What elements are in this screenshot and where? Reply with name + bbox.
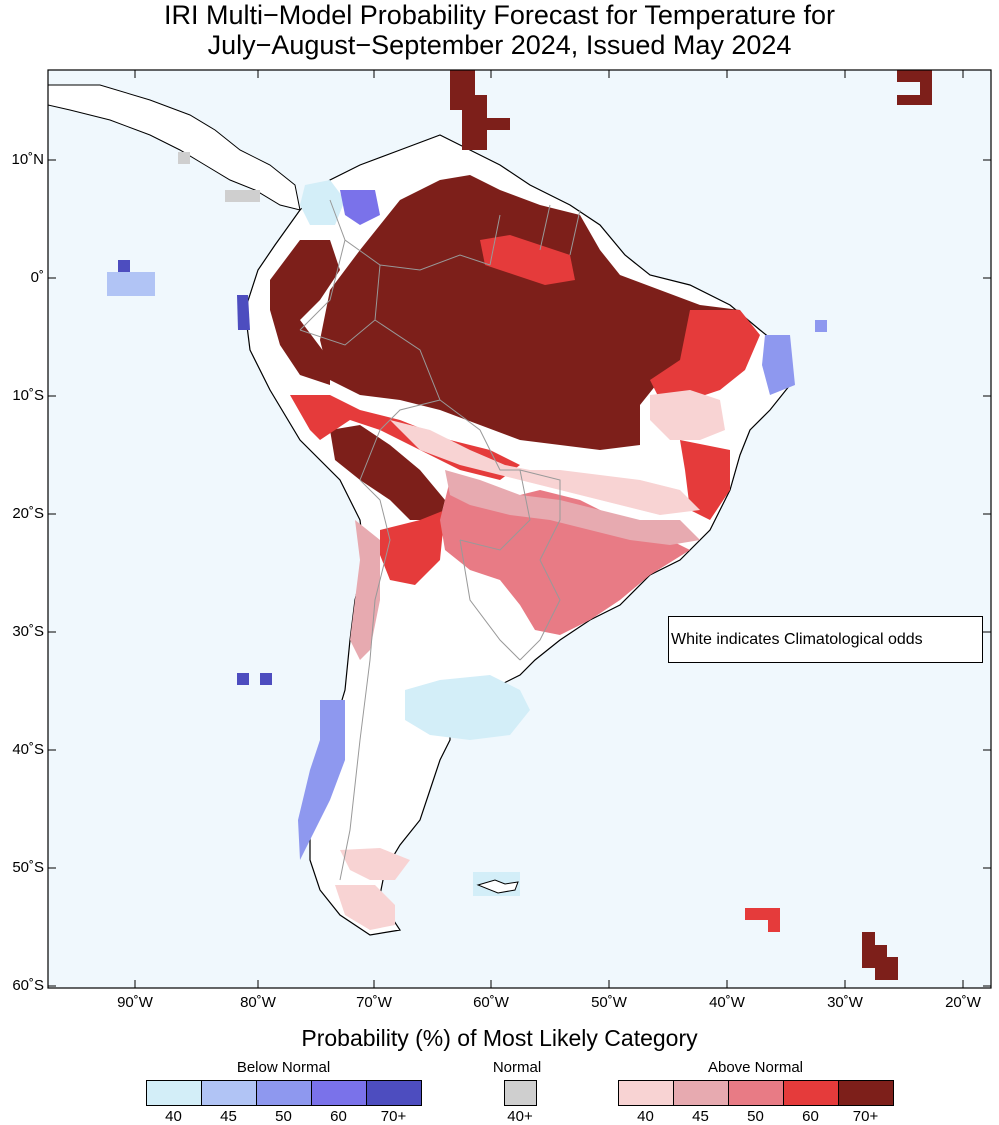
above-40-tierra-region (335, 885, 395, 930)
above-60-southwest-region (380, 510, 445, 585)
central-america-land (48, 84, 301, 211)
above-normal-tick-label: 70+ (852, 1108, 879, 1125)
below-50-brazil-coast-region (762, 335, 795, 395)
longitude-label: 50˚W (591, 994, 627, 1011)
below-normal-tick-label: 50 (275, 1108, 292, 1125)
above-40-patagonia-region (340, 848, 410, 880)
below-normal-swatch (311, 1080, 367, 1106)
above-normal-tick-label: 50 (747, 1108, 764, 1125)
above-70-cape-verde-cells (897, 70, 932, 105)
above-40-pantanal-region (390, 420, 700, 515)
below-70-juan-fernandez-a (237, 673, 249, 685)
longitude-label: 60˚W (473, 994, 509, 1011)
latitude-label: 10˚S (12, 387, 44, 404)
above-normal-swatch (618, 1080, 674, 1106)
above-60-guiana-region (480, 235, 575, 285)
latitude-label: 20˚S (12, 505, 44, 522)
map-title-line-2: July−August−September 2024, Issued May 2… (207, 30, 792, 60)
legend-normal-label: Normal (492, 1059, 542, 1076)
normal-cell-a (225, 190, 260, 202)
axis-ticks (48, 70, 991, 988)
above-70-bolivia-region (330, 425, 445, 520)
longitude-label: 80˚W (240, 994, 276, 1011)
above-normal-swatch (728, 1080, 784, 1106)
map-frame (47, 69, 992, 989)
below-50-atlantic-cell (815, 320, 827, 332)
above-normal-tick-label: 60 (802, 1108, 819, 1125)
above-70-north-region (320, 175, 740, 450)
legend-below-label: Below Normal (236, 1059, 331, 1076)
falklands-outline (476, 879, 519, 894)
below-40-colombia-region (300, 180, 345, 225)
longitude-label: 30˚W (827, 994, 863, 1011)
below-normal-tick-label: 40 (165, 1108, 182, 1125)
latitude-label: 10˚N (11, 151, 44, 168)
map-title-line-1: IRI Multi−Model Probability Forecast for… (163, 0, 836, 30)
above-70-northwest-region (270, 240, 340, 385)
below-70-galapagos-region (118, 260, 130, 272)
normal-tick-label: 40+ (507, 1108, 533, 1125)
latitude-label: 60˚S (12, 977, 44, 994)
latitude-label: 50˚S (12, 859, 44, 876)
latitude-label: 40˚S (12, 741, 44, 758)
above-45-center-region (445, 470, 700, 545)
longitude-label: 20˚W (945, 994, 981, 1011)
climatology-note: White indicates Climatological odds (668, 616, 983, 663)
below-70-pacific-coast-region (237, 295, 250, 330)
below-40-argentina-region (405, 675, 530, 740)
below-normal-swatch (366, 1080, 422, 1106)
above-70-sandwich-cells (862, 932, 898, 980)
normal-cell-b (178, 152, 190, 164)
below-normal-swatch (201, 1080, 257, 1106)
below-normal-swatch (146, 1080, 202, 1106)
above-40-northeast-region (650, 390, 725, 440)
above-60-northeast-region (650, 310, 760, 400)
longitude-label: 90˚W (117, 994, 153, 1011)
longitude-label: 70˚W (356, 994, 392, 1011)
above-70-south-georgia-cells (745, 908, 780, 932)
below-normal-swatch (256, 1080, 312, 1106)
above-normal-swatch (838, 1080, 894, 1106)
legend-above-label: Above Normal (707, 1059, 804, 1076)
below-normal-tick-label: 60 (330, 1108, 347, 1125)
latitude-label: 30˚S (12, 623, 44, 640)
above-normal-swatch (783, 1080, 839, 1106)
legend-title: Probability (%) of Most Likely Category (301, 1025, 698, 1051)
above-normal-swatch (673, 1080, 729, 1106)
longitude-label: 40˚W (709, 994, 745, 1011)
above-normal-tick-label: 40 (637, 1108, 654, 1125)
above-normal-tick-label: 45 (692, 1108, 709, 1125)
country-borders (299, 199, 581, 881)
below-normal-tick-label: 70+ (380, 1108, 407, 1125)
below-70-juan-fernandez-b (260, 673, 272, 685)
normal-swatch (504, 1080, 537, 1106)
above-50-south-brazil-region (440, 480, 690, 635)
below-normal-tick-label: 45 (220, 1108, 237, 1125)
below-50-galapagos-region (107, 272, 155, 296)
below-50-chile-region (298, 700, 345, 860)
latitude-label: 0˚ (30, 269, 44, 286)
above-60-east-region (680, 440, 730, 520)
above-70-caribbean-cells (450, 70, 510, 150)
below-60-colombia-region (340, 190, 380, 225)
